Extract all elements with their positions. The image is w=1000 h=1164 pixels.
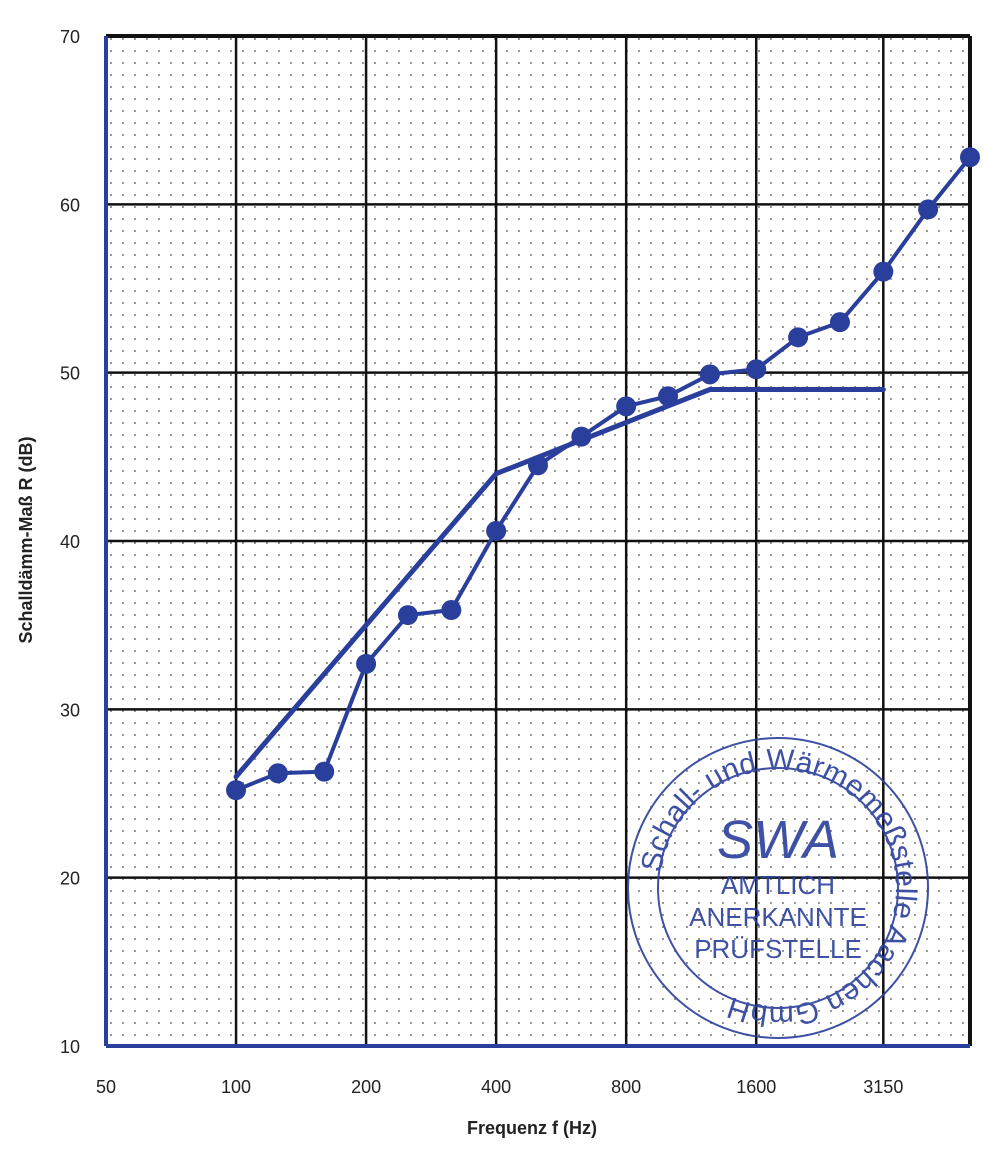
x-tick-label: 800 — [611, 1077, 641, 1097]
data-point — [486, 520, 507, 541]
data-point — [960, 147, 980, 168]
x-tick-label: 50 — [96, 1077, 116, 1097]
y-axis-title: Schalldämm-Maß R (dB) — [16, 436, 36, 643]
data-point — [788, 327, 809, 348]
data-point — [658, 386, 679, 407]
x-axis-title: Frequenz f (Hz) — [467, 1118, 597, 1138]
data-point — [226, 780, 247, 801]
data-point — [699, 364, 720, 385]
data-point — [918, 199, 939, 220]
series-line-2 — [233, 387, 886, 780]
stamp-outer-ring — [627, 737, 929, 1039]
x-tick-label: 1600 — [736, 1077, 776, 1097]
data-point — [397, 605, 418, 626]
stamp-logo: SWA — [717, 810, 839, 870]
data-point — [616, 396, 637, 417]
y-tick-label: 60 — [60, 195, 80, 215]
data-point — [873, 261, 894, 282]
series-layer — [226, 147, 980, 801]
y-tick-label: 10 — [60, 1037, 80, 1057]
data-point — [267, 763, 288, 784]
data-point — [356, 653, 377, 674]
x-tick-label: 400 — [481, 1077, 511, 1097]
series-line-1 — [234, 155, 972, 793]
x-tick-label: 100 — [221, 1077, 251, 1097]
data-point — [314, 761, 335, 782]
stamp-inner-ring — [657, 767, 899, 1009]
x-tick-label: 200 — [351, 1077, 381, 1097]
y-tick-label: 40 — [60, 532, 80, 552]
y-tick-label: 30 — [60, 700, 80, 720]
stamp-line-2: ANERKANNTE — [689, 902, 867, 932]
data-point — [746, 359, 767, 380]
stamp-line-3: PRÜFSTELLE — [694, 934, 862, 964]
y-tick-label: 70 — [60, 27, 80, 47]
y-tick-label: 50 — [60, 364, 80, 384]
data-point — [829, 312, 850, 333]
x-tick-label: 3150 — [863, 1077, 903, 1097]
axes: 50 100 200 400 800 1600 3150 10 20 30 40 50 60 70 — [60, 27, 972, 1097]
stamp-line-1: AMTLICH — [721, 870, 835, 900]
data-point — [441, 600, 462, 621]
y-tick-label: 20 — [60, 869, 80, 889]
